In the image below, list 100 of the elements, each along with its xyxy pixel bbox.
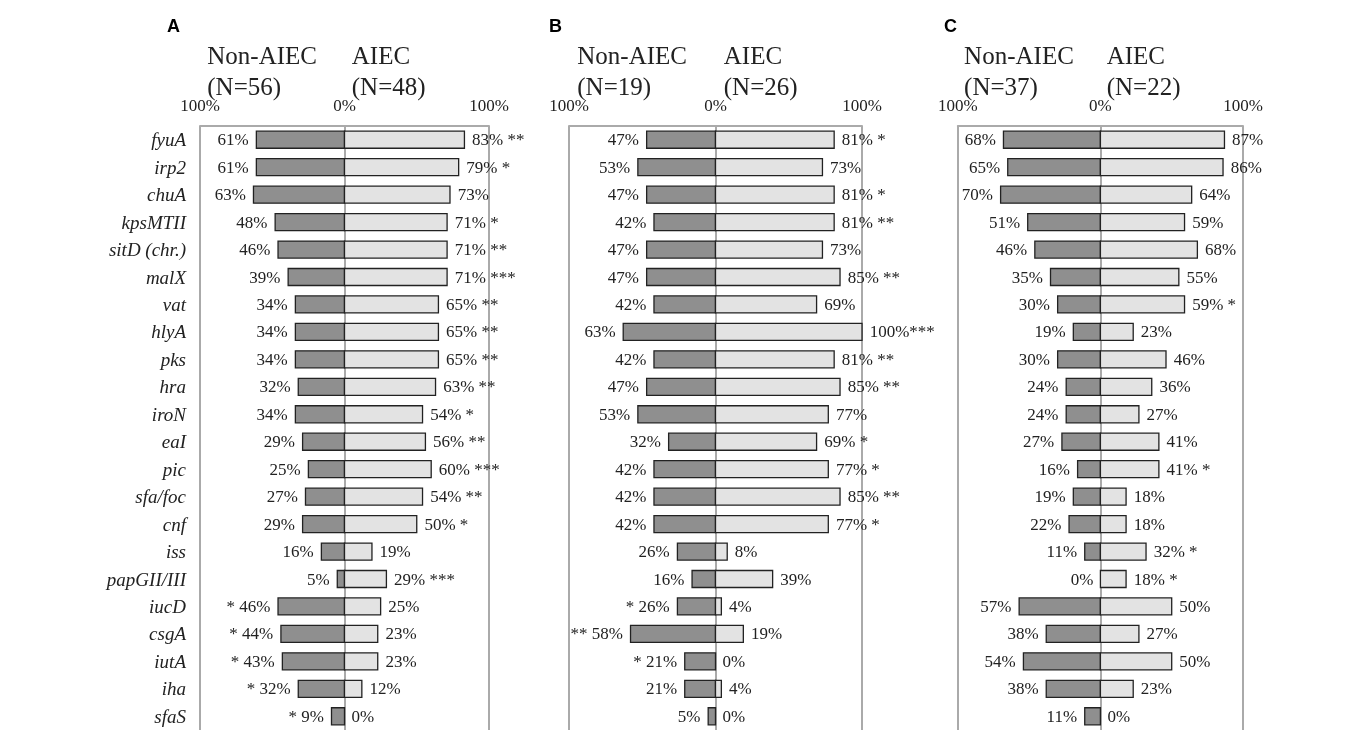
data-label: * 43% <box>230 651 275 671</box>
data-label: 71% ** <box>454 240 508 260</box>
data-label: 65% <box>968 157 1001 177</box>
data-label: 27% <box>1146 404 1178 424</box>
data-label: 85% ** <box>847 487 901 507</box>
chart-title: B <box>549 16 562 36</box>
series-label: AIEC (N=22) <box>1106 42 1181 101</box>
data-label: * 9% <box>288 706 324 726</box>
chart-title: C <box>944 16 957 36</box>
data-label: 5% <box>306 569 330 589</box>
data-label: 53% <box>599 157 631 177</box>
data-label: 56% ** <box>433 432 486 452</box>
y-tick-label: cnf <box>162 513 189 535</box>
data-label: 35% <box>1011 267 1043 287</box>
data-label: 42% <box>615 459 647 479</box>
data-label: 81% ** <box>841 349 895 369</box>
data-label: 68% <box>964 130 996 150</box>
data-label: 50% <box>1179 651 1211 671</box>
data-label: * 32% <box>246 679 291 699</box>
data-label: 73% <box>457 185 489 205</box>
data-label: 38% <box>1007 624 1039 644</box>
data-label: 46% <box>239 240 271 260</box>
data-label: 73% <box>830 240 862 260</box>
data-label: * 46% <box>226 596 271 616</box>
data-label: 0% <box>722 706 746 726</box>
data-label: 42% <box>615 349 647 369</box>
data-label: 19% <box>1034 487 1066 507</box>
data-label: 16% <box>653 569 685 589</box>
data-label: 11% <box>1046 542 1078 562</box>
data-label: 23% <box>385 651 417 671</box>
data-label: 38% <box>1007 679 1039 699</box>
data-label: 47% <box>607 240 639 260</box>
data-label: 36% <box>1159 377 1191 397</box>
y-tick-label: sfa/foc <box>135 486 187 508</box>
data-label: 4% <box>729 679 752 699</box>
y-tick-label: kpsMTII <box>121 211 188 233</box>
data-label: 59% <box>1192 212 1224 232</box>
x-tick-label: 100% <box>469 96 509 115</box>
data-label: 69% * <box>824 432 869 452</box>
data-label: 29% <box>263 432 295 452</box>
y-tick-label: pks <box>158 348 186 370</box>
data-label: 0% <box>1070 569 1094 589</box>
data-label: 39% <box>780 569 812 589</box>
data-label: 16% <box>1038 459 1070 479</box>
y-tick-label: irp2 <box>154 156 187 178</box>
data-label: 60% *** <box>438 459 500 479</box>
data-label: 61% <box>217 130 249 150</box>
chart-title: A <box>167 16 180 36</box>
data-label: 63% ** <box>443 377 496 397</box>
bar <box>684 652 717 671</box>
data-label: 65% ** <box>446 294 499 314</box>
y-tick-label: eaI <box>161 431 188 453</box>
data-label: 16% <box>282 542 314 562</box>
y-tick-label: iroN <box>151 403 188 425</box>
data-label: 39% <box>249 267 281 287</box>
data-label: 70% <box>961 185 993 205</box>
data-label: 32% * <box>1153 542 1198 562</box>
data-label: ** 58% <box>570 624 623 644</box>
data-label: 61% <box>217 157 249 177</box>
bar <box>1099 569 1127 589</box>
data-label: 46% <box>1173 349 1205 369</box>
data-label: 24% <box>1027 404 1059 424</box>
data-label: 53% <box>599 404 631 424</box>
y-tick-label: iutA <box>154 650 187 672</box>
data-label: 12% <box>369 679 401 699</box>
data-label: 54% ** <box>430 487 483 507</box>
y-tick-label: sitD (chr.) <box>108 239 186 262</box>
y-tick-label: hlyA <box>151 321 187 343</box>
data-label: 42% <box>615 212 647 232</box>
y-tick-label: iucD <box>149 595 187 617</box>
data-label: 24% <box>1027 377 1059 397</box>
data-label: 11% <box>1046 706 1078 726</box>
data-label: 50% * <box>424 514 469 534</box>
data-label: 26% <box>638 542 670 562</box>
data-label: 0% <box>1107 706 1131 726</box>
series-label: Non-AIEC (N=19) <box>577 42 694 101</box>
data-label: 65% ** <box>446 322 499 342</box>
data-label: 57% <box>980 596 1012 616</box>
data-label: 63% <box>214 185 246 205</box>
data-label: 30% <box>1018 294 1050 314</box>
data-label: 42% <box>615 514 647 534</box>
data-label: 85% ** <box>847 267 901 287</box>
data-label: 34% <box>256 404 288 424</box>
series-label: Non-AIEC (N=56) <box>207 42 324 101</box>
data-label: * 21% <box>633 651 678 671</box>
data-label: 77% * <box>835 514 880 534</box>
data-label: 47% <box>607 267 639 287</box>
data-label: 8% <box>734 542 758 562</box>
data-label: 81% * <box>841 130 886 150</box>
data-label: 48% <box>236 212 268 232</box>
data-label: 71% *** <box>454 267 516 287</box>
data-label: 47% <box>607 130 639 150</box>
data-label: 18% <box>1133 514 1165 534</box>
y-tick-label: papGII/III <box>104 568 188 590</box>
data-label: 21% <box>645 679 678 699</box>
data-label: 51% <box>988 212 1021 232</box>
y-tick-label: malX <box>145 266 188 288</box>
data-label: 85% ** <box>847 377 901 397</box>
data-label: 83% ** <box>472 130 525 150</box>
data-label: * 26% <box>625 596 670 616</box>
